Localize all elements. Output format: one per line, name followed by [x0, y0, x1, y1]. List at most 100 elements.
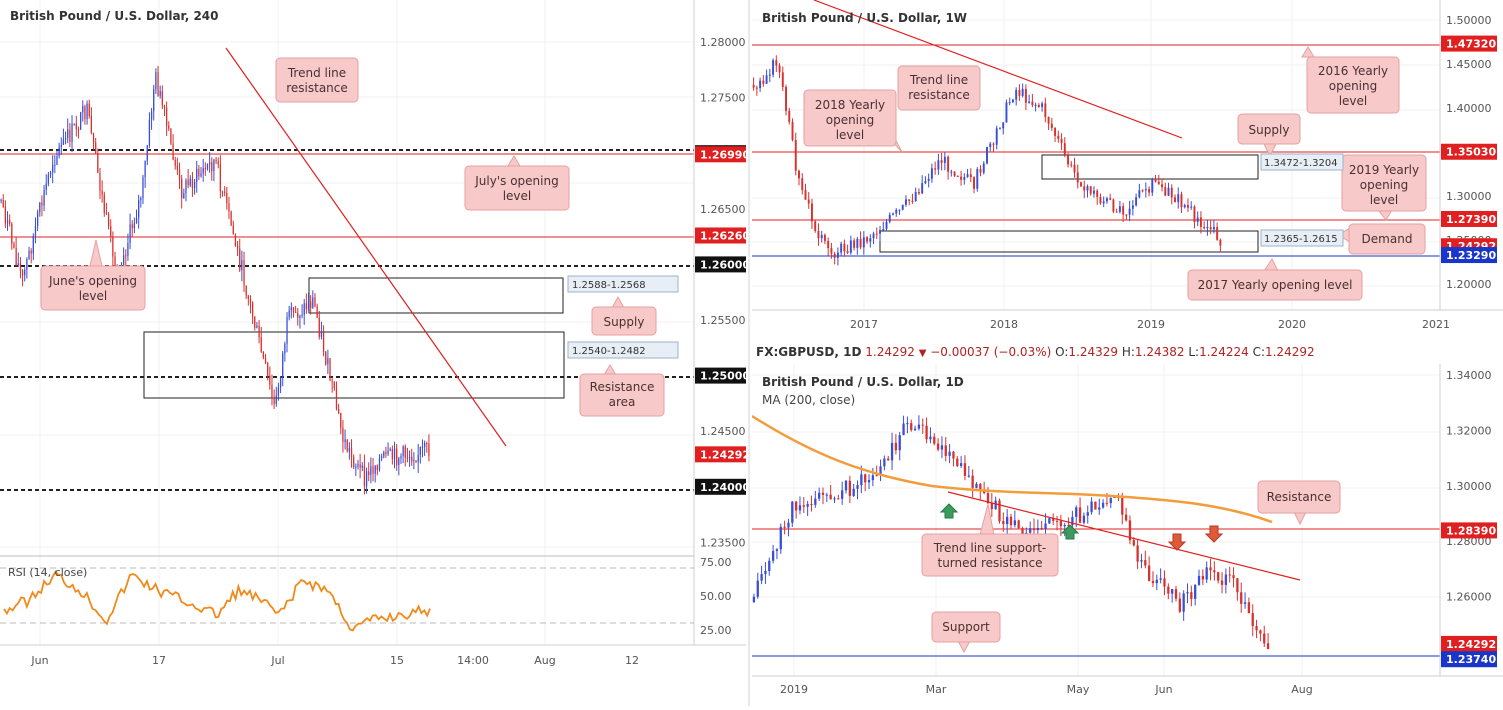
h4-candle-body [396, 448, 398, 466]
weekly-candle-body [898, 209, 901, 211]
h4-candle-body [355, 466, 357, 468]
weekly-candle-body [953, 171, 956, 176]
daily-candle-body [871, 475, 875, 481]
h4-candle-body [312, 297, 314, 308]
weekly-candle-body [1219, 239, 1222, 246]
h4-candle-body [325, 351, 327, 365]
weekly-candles [752, 55, 1222, 266]
weekly-candle-body [1148, 189, 1151, 193]
h4-candle-body [19, 263, 22, 271]
svg-text:opening: opening [1360, 178, 1409, 192]
h4-candle-body [378, 458, 381, 471]
rsi-tick-75: 75.00 [700, 556, 732, 569]
h4-candle-body [204, 168, 206, 170]
daily-chart-panel[interactable]: Resistance Trend line support- turned re… [751, 364, 1503, 706]
h4-candle-body [153, 89, 155, 112]
h4-candle-body [107, 213, 110, 227]
svg-text:Resistance: Resistance [1267, 490, 1332, 504]
h4-candle-body [165, 107, 168, 126]
h4-candle-body [140, 198, 142, 201]
h4-candle-body [398, 458, 400, 466]
weekly-candle-body [1122, 206, 1125, 215]
h4-candle-body [73, 123, 75, 125]
weekly-candle-body [1190, 206, 1193, 208]
h4-candle-body [292, 307, 295, 312]
weekly-candle-body [1164, 187, 1167, 196]
h4-candle-body [206, 164, 209, 170]
h4-candle-body [247, 295, 249, 299]
daily-candle-body [1159, 578, 1162, 580]
h4-chart-svg[interactable]: Trend line resistance July's opening lev… [0, 0, 751, 706]
daily-chart-svg[interactable]: Resistance Trend line support- turned re… [751, 364, 1503, 706]
h4-anno-july-open: July's opening level [464, 155, 570, 211]
weekly-candle-body [1157, 181, 1160, 185]
daily-candle-body [1266, 643, 1270, 649]
h4-candle-body [428, 443, 430, 457]
weekly-candle-body [849, 240, 852, 253]
h4-candle-body [262, 351, 265, 358]
weekly-candle-body [853, 240, 856, 248]
daily-up-arrow-1 [939, 503, 959, 519]
h4-candle-body [260, 337, 262, 352]
daily-time-tick: May [1067, 683, 1090, 696]
svg-text:area: area [609, 395, 636, 409]
daily-candle-body [1002, 521, 1005, 525]
weekly-candle-body [836, 252, 839, 258]
weekly-chart-svg[interactable]: 2016 Yearly opening level 2018 Yearly op… [752, 0, 1503, 340]
weekly-candle-body [908, 199, 911, 201]
h4-candle-body [322, 332, 325, 352]
weekly-price-tag: 1.35030 [1446, 146, 1496, 159]
h4-candle-body [221, 191, 224, 193]
daily-candle-body [979, 483, 982, 490]
weekly-candle-body [917, 192, 920, 194]
weekly-candle-body [1186, 205, 1189, 208]
h4-candle-body [36, 212, 39, 226]
weekly-candle-body [1080, 182, 1082, 187]
h4-price-tag-bg [695, 146, 751, 163]
h4-candle-body [39, 202, 41, 213]
h4-candle-body [64, 138, 67, 140]
daily-candle-body [1194, 584, 1197, 599]
svg-text:2019 Yearly: 2019 Yearly [1349, 163, 1419, 177]
weekly-candle-body [904, 199, 907, 205]
daily-candle-body [998, 500, 1001, 522]
daily-candle-body [929, 436, 932, 440]
daily-candle-body [806, 504, 809, 507]
weekly-candle-body [892, 213, 894, 215]
h4-candle-body [245, 285, 247, 296]
daily-candle-body [1036, 527, 1040, 531]
daily-candle-body [1048, 518, 1051, 524]
weekly-chart-panel[interactable]: 2016 Yearly opening level 2018 Yearly op… [752, 0, 1503, 340]
weekly-candle-body [1141, 190, 1144, 192]
weekly-candle-body [778, 65, 781, 73]
h4-candle-body [258, 325, 260, 338]
daily-candle-body [1144, 560, 1147, 566]
h4-candle-body [144, 160, 146, 178]
weekly-candle-body [1047, 116, 1050, 124]
svg-text:opening: opening [1329, 79, 1378, 93]
h4-chart-title: British Pound / U.S. Dollar, 240 [10, 9, 219, 23]
h4-candle-body [350, 447, 353, 457]
h4-candle-body [331, 380, 333, 382]
daily-candle-body [1251, 613, 1254, 627]
h4-candle-body [138, 200, 140, 218]
daily-candle-body [821, 492, 825, 495]
h4-chart-panel[interactable]: Trend line resistance July's opening lev… [0, 0, 751, 706]
h4-candle-body [385, 452, 387, 454]
h4-candle-body [224, 191, 226, 193]
weekly-candle-body [885, 221, 888, 229]
h4-candle-body [32, 235, 34, 254]
weekly-candle-body [768, 74, 771, 76]
h4-candle-body [417, 454, 419, 462]
svg-text:Demand: Demand [1362, 232, 1413, 246]
daily-candle-body [764, 570, 767, 575]
h4-price-tick: 1.28000 [700, 36, 746, 49]
weekly-candle-body [1125, 214, 1128, 216]
h4-candle-body [234, 234, 237, 246]
weekly-candle-body [982, 163, 985, 173]
h4-candle-body [43, 189, 45, 206]
weekly-candle-body [1131, 205, 1134, 209]
daily-time-tick: Aug [1291, 683, 1312, 696]
daily-trend-line [947, 491, 1301, 581]
svg-text:Supply: Supply [1249, 123, 1290, 137]
